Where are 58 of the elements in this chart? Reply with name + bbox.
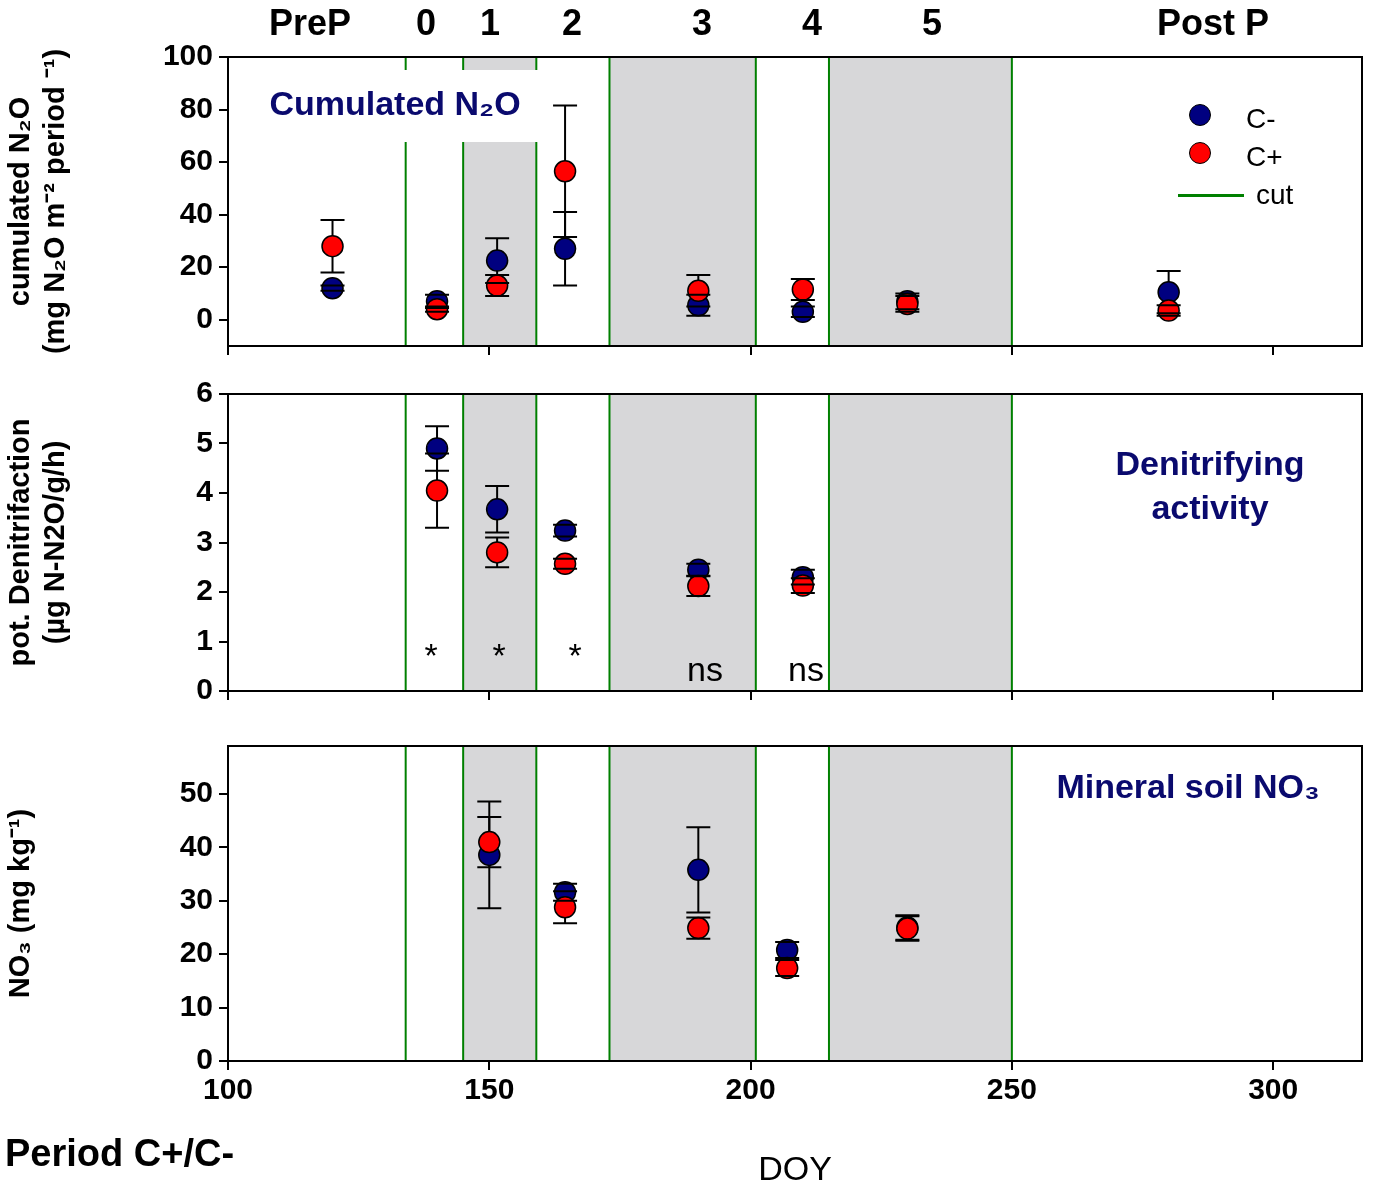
y-tick-label: 100 (162, 38, 213, 72)
y-tick-label: 0 (196, 1042, 213, 1076)
y-tick-label: 40 (179, 828, 213, 862)
x-tick-label: 250 (986, 1072, 1037, 1106)
y-tick-label: 6 (196, 375, 213, 409)
y-tick-label: 2 (196, 573, 213, 607)
x-tick-label: 200 (725, 1072, 776, 1106)
y-tick-label: 20 (179, 248, 213, 282)
text: PreP (268, 2, 352, 44)
y-tick-label: 30 (179, 882, 213, 916)
text: Period C+/C- (5, 1131, 235, 1175)
x-axis-title: DOY (758, 1148, 832, 1187)
y-tick-label: 80 (179, 90, 213, 124)
y-tick-label: 20 (179, 935, 213, 969)
y-tick-label: 0 (196, 672, 213, 706)
point (321, 234, 344, 258)
point (485, 498, 509, 521)
annotation: ns (788, 649, 824, 689)
x-tick-label: 300 (1248, 1072, 1299, 1106)
y-tick-label: 40 (179, 195, 213, 229)
point (485, 249, 509, 272)
text: Post P (1156, 2, 1270, 44)
y-tick-label: 10 (179, 988, 213, 1022)
text: 3 (691, 2, 713, 44)
y-tick-label: 60 (179, 143, 213, 177)
text: 4 (801, 2, 823, 44)
point (687, 858, 710, 882)
text: 1 (479, 2, 501, 44)
text: Mineral soil NO₃ (1056, 767, 1320, 806)
y-tick-label: 4 (196, 474, 214, 508)
y-tick-label: 3 (196, 523, 213, 557)
point (553, 160, 577, 183)
point (553, 895, 577, 919)
y-tick-label: 50 (179, 775, 213, 809)
annotation: * (424, 635, 438, 675)
point (425, 479, 449, 502)
legend-label: C+ (1246, 141, 1283, 173)
y-axis-title: cumulated N₂O (mg N₂O m⁻² period ⁻¹) (3, 48, 71, 355)
y-axis-title: NO₃ (mg kg⁻¹) (3, 808, 36, 999)
y-axis-title: pot. Denitrifaction (µg N-N2O/g/h) (3, 418, 71, 667)
text: Denitrifying activity (1115, 444, 1305, 527)
point (1157, 280, 1180, 304)
point (485, 541, 509, 564)
legend-label: C- (1246, 103, 1276, 135)
annotation: ns (687, 649, 723, 689)
annotation: * (492, 635, 506, 675)
annotation: * (568, 635, 582, 675)
text: 5 (921, 2, 943, 44)
text: 2 (561, 2, 583, 44)
point (553, 237, 577, 261)
annotation: cut (1256, 179, 1294, 211)
y-tick-label: 0 (196, 300, 213, 334)
x-tick-label: 150 (464, 1072, 515, 1106)
text: Cumulated N₂O (269, 84, 521, 123)
point (478, 830, 501, 854)
y-tick-label: 5 (196, 424, 213, 458)
text: 0 (415, 2, 437, 44)
y-tick-label: 1 (196, 622, 213, 656)
